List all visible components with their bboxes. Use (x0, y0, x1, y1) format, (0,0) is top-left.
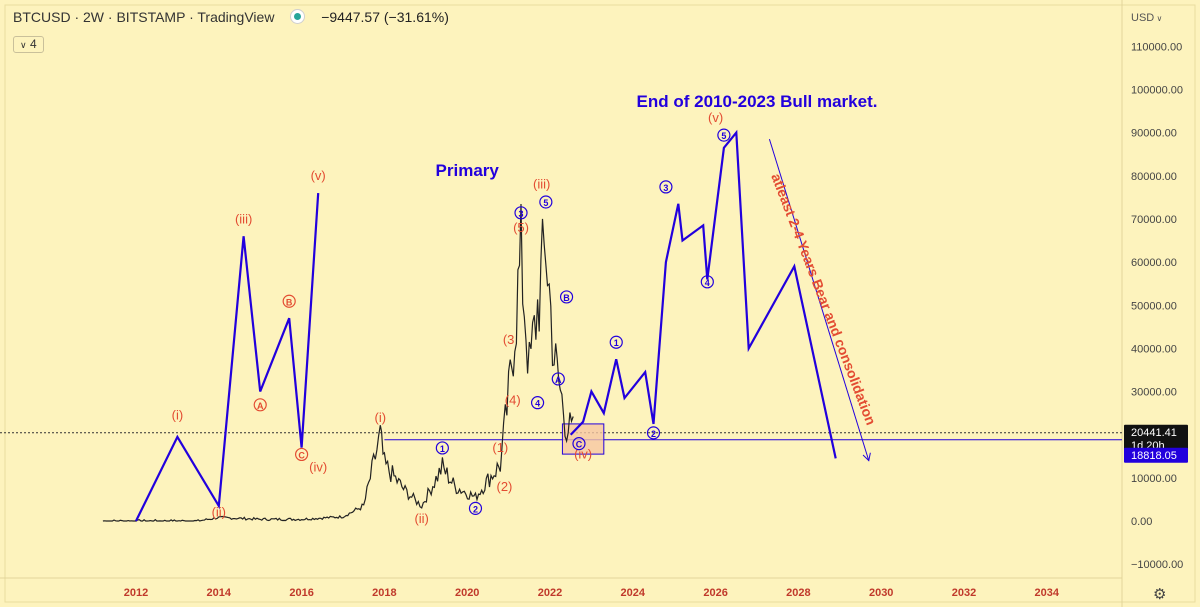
wave-label-circle (253, 398, 267, 412)
wave-count-label: B (563, 293, 570, 303)
wave-count-label: 3 (663, 183, 668, 193)
market-status-icon[interactable] (290, 9, 306, 24)
y-tick-label: 90000.00 (1131, 128, 1177, 140)
x-tick-label: 2020 (455, 587, 479, 599)
y-tick-label: 70000.00 (1131, 214, 1177, 226)
wave-count-circle (659, 180, 673, 194)
wave-label: (i) (172, 408, 184, 423)
currency-label: USD (1131, 12, 1155, 24)
current-price-tag (1124, 424, 1188, 455)
y-tick-label: 100000.00 (1131, 85, 1183, 97)
wave-count-circle (646, 426, 661, 440)
wave-label-circle (282, 294, 296, 308)
wave-label: C (298, 450, 305, 460)
level-price-tag (1124, 447, 1188, 463)
wave-count-circle (468, 501, 483, 515)
wave-label: (iv) (309, 459, 327, 474)
wave-count-label: 2 (473, 504, 478, 514)
x-tick-label: 2028 (786, 587, 810, 599)
wave-count-label: 1 (614, 338, 619, 348)
wave-count-label: 5 (721, 131, 726, 141)
chart-border (4, 4, 1196, 603)
price-history-candles (102, 203, 574, 522)
wave-count-circle (717, 128, 731, 142)
wave-label: (2) (497, 479, 513, 494)
y-tick-label: 110000.00 (1131, 41, 1182, 53)
x-tick-label: 2034 (1035, 587, 1060, 599)
chevron-down-icon: ∨ (1154, 14, 1163, 23)
interval-label[interactable]: 2W (83, 9, 105, 25)
wave-label: (4) (505, 392, 521, 407)
wave-label: (1) (492, 440, 508, 455)
wave-label: (i) (374, 410, 386, 425)
indicators-toggle[interactable]: ∨ 4 (13, 36, 44, 53)
wave-count-circle (514, 206, 528, 220)
wave-count-label: 2 (651, 429, 656, 439)
wave-count-label: 1 (440, 444, 445, 454)
wave-label: (v) (311, 168, 326, 183)
arrow-head-icon (862, 452, 871, 462)
x-tick-label: 2012 (124, 587, 148, 599)
x-tick-label: 2030 (869, 587, 893, 599)
chevron-down-icon: ∨ (20, 40, 27, 50)
wave-count-circle (539, 195, 553, 209)
wave-count-circle (435, 441, 449, 455)
wave-label: (v) (708, 110, 723, 125)
y-tick-label: 10000.00 (1131, 473, 1177, 485)
wave-count-circle (609, 335, 623, 349)
x-tick-label: 2024 (621, 587, 646, 599)
wave-count-circle (530, 396, 545, 410)
level-price-value: 18818.05 (1131, 450, 1177, 462)
y-tick-label: 40000.00 (1131, 343, 1177, 355)
wave-label: B (286, 297, 293, 307)
current-price-value: 20441.41 (1131, 427, 1177, 439)
wave-label: (iii) (235, 211, 252, 226)
wave-label: A (257, 401, 264, 411)
wave-count-label: 4 (705, 278, 710, 288)
y-tick-label: 0.00 (1131, 516, 1152, 528)
x-tick-label: 2016 (289, 587, 313, 599)
wave-label: (3 (503, 332, 515, 347)
wave-label: (ii) (414, 511, 428, 526)
chart-annotation: Primary (436, 161, 500, 180)
wave-label: (5) (513, 220, 529, 235)
wave-count-label: 4 (535, 399, 540, 409)
projection-series-line (569, 129, 837, 459)
x-tick-label: 2032 (952, 587, 976, 599)
wave-count-circle (551, 372, 565, 386)
y-tick-label: 50000.00 (1131, 300, 1177, 312)
y-tick-label: 80000.00 (1131, 171, 1177, 183)
chart-annotation: End of 2010-2023 Bull market. (637, 92, 878, 111)
wave-label-circle (295, 447, 309, 462)
y-tick-label: 30000.00 (1131, 387, 1177, 399)
x-tick-label: 2014 (207, 587, 232, 599)
gear-icon[interactable]: ⚙ (1153, 586, 1167, 603)
wave-label: (iii) (533, 177, 550, 192)
wave-count-label: A (555, 375, 562, 385)
x-tick-label: 2022 (538, 587, 562, 599)
bear-arrow-line (768, 138, 870, 461)
wave-count-circle (559, 290, 574, 304)
y-tick-label: −10000.00 (1131, 559, 1183, 571)
projection-series-line (135, 193, 320, 522)
x-tick-label: 2018 (372, 587, 396, 599)
exchange-label: BITSTAMP (116, 9, 186, 25)
currency-selector[interactable]: USD ∨ (1131, 12, 1162, 24)
chart-annotation: atleast 2-4 Years Bear and consolidation (768, 171, 879, 427)
indicator-count: 4 (29, 37, 37, 51)
wave-count-label: 5 (543, 198, 548, 208)
chart-header: BTCUSD · 2W · BITSTAMP · TradingView −94… (13, 9, 449, 25)
wave-count-circle (700, 275, 714, 289)
x-tick-label: 2026 (703, 587, 727, 599)
symbol-label[interactable]: BTCUSD (13, 9, 71, 25)
wave-label: (ii) (212, 505, 226, 520)
wave-count-circle (572, 437, 586, 451)
y-tick-label: 60000.00 (1131, 257, 1177, 269)
platform-label: TradingView (197, 9, 275, 25)
wave-count-label: 3 (519, 209, 524, 219)
price-change: −9447.57 (−31.61%) (321, 9, 449, 25)
wave-count-label: C (576, 440, 583, 450)
